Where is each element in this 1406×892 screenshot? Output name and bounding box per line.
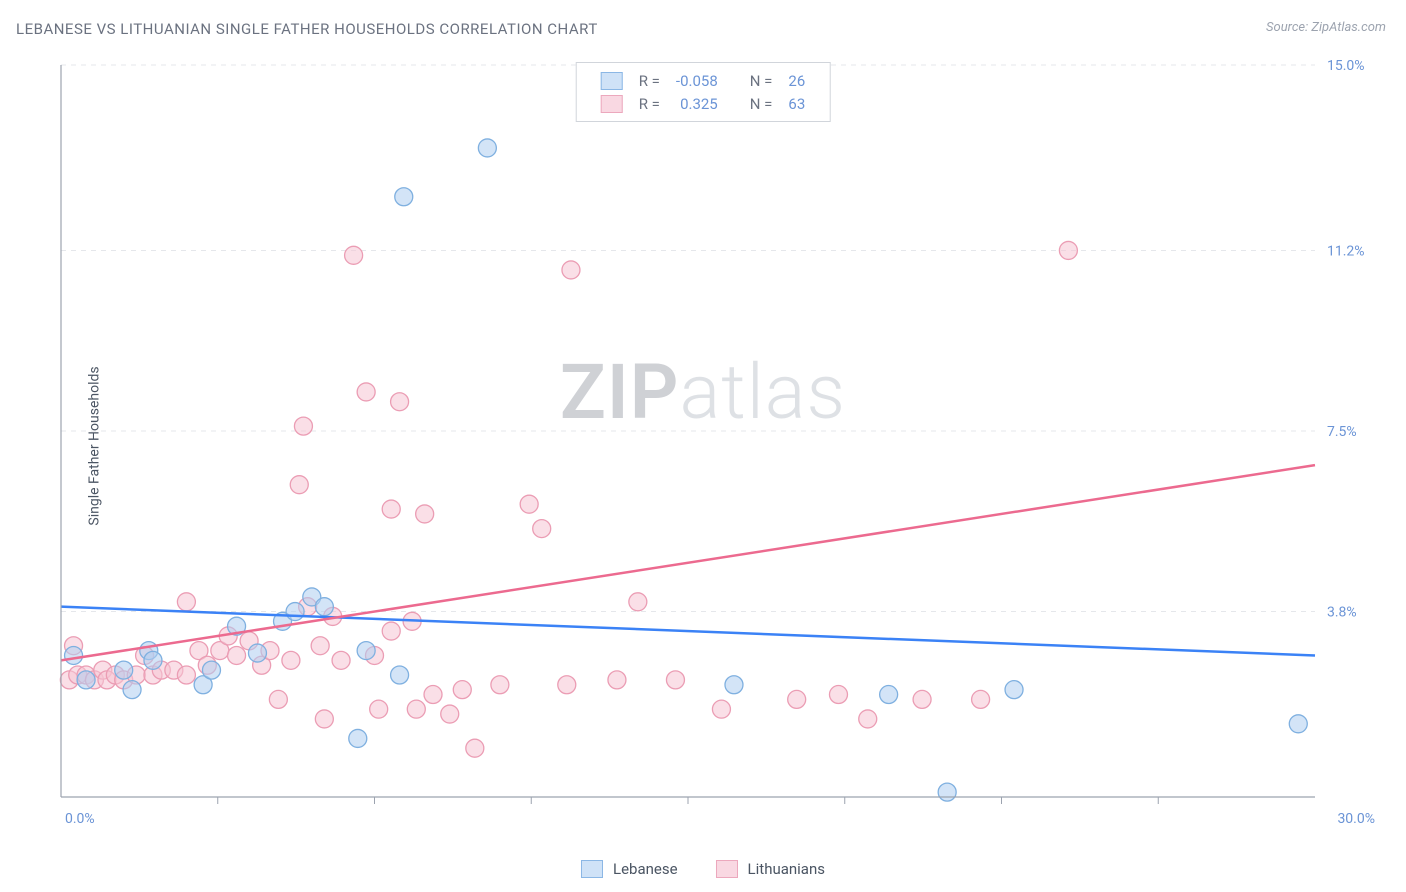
svg-text:0.0%: 0.0% <box>65 811 95 827</box>
legend-item-lithuanians: Lithuanians <box>716 860 825 878</box>
stats-row-lithuanians: R = 0.325 N = 63 <box>593 92 814 115</box>
legend-label: Lithuanians <box>748 860 825 878</box>
series-legend: Lebanese Lithuanians <box>581 860 825 878</box>
svg-text:11.2%: 11.2% <box>1327 243 1365 259</box>
swatch-icon <box>601 72 623 90</box>
stats-row-lebanese: R = -0.058 N = 26 <box>593 69 814 92</box>
svg-text:15.0%: 15.0% <box>1327 58 1365 74</box>
stats-legend: R = -0.058 N = 26 R = 0.325 N = 63 <box>576 62 831 122</box>
chart-container: LEBANESE VS LITHUANIAN SINGLE FATHER HOU… <box>0 0 1406 892</box>
swatch-icon <box>581 860 603 878</box>
swatch-icon <box>601 95 623 113</box>
svg-text:3.8%: 3.8% <box>1327 605 1357 621</box>
source-attribution: Source: ZipAtlas.com <box>1266 20 1386 35</box>
chart-title: LEBANESE VS LITHUANIAN SINGLE FATHER HOU… <box>16 20 598 38</box>
legend-item-lebanese: Lebanese <box>581 860 678 878</box>
svg-text:30.0%: 30.0% <box>1337 811 1375 827</box>
legend-label: Lebanese <box>613 860 678 878</box>
svg-text:7.5%: 7.5% <box>1327 424 1357 440</box>
scatter-plot: 3.8% 7.5% 11.2% 15.0% 0.0% 30.0% <box>55 55 1385 845</box>
swatch-icon <box>716 860 738 878</box>
